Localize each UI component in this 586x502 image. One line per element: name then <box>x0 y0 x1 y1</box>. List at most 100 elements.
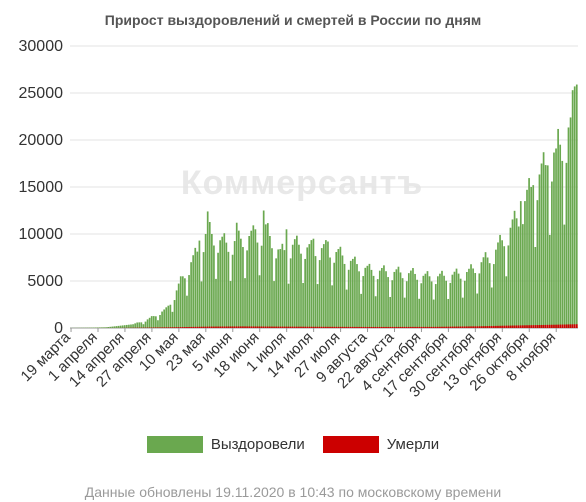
bar-deaths <box>300 326 302 328</box>
bar-deaths <box>511 325 514 328</box>
bar-recovered <box>109 326 112 328</box>
bar-recovered <box>254 229 257 328</box>
legend-label-deaths: Умерли <box>386 436 440 453</box>
bar-recovered <box>159 315 161 328</box>
legend: Выздоровели Умерли <box>0 436 586 453</box>
bar-recovered <box>430 281 433 328</box>
bar-deaths <box>542 324 545 328</box>
bar-recovered <box>310 240 313 328</box>
bar-deaths <box>466 326 468 328</box>
bar-recovered <box>281 243 284 328</box>
bar-deaths <box>196 326 199 328</box>
bar-deaths <box>515 325 518 328</box>
bar-deaths <box>544 324 547 328</box>
bar-recovered <box>298 244 300 328</box>
bar-deaths <box>472 326 474 328</box>
bar-recovered <box>410 270 412 328</box>
bar-deaths <box>175 327 178 328</box>
y-tick-label: 30000 <box>19 38 64 55</box>
bar-recovered <box>219 240 221 328</box>
bar-recovered <box>217 252 219 328</box>
bar-deaths <box>559 324 562 328</box>
bar-recovered <box>490 287 493 328</box>
bar-recovered <box>395 269 398 328</box>
bar-recovered <box>335 252 338 328</box>
bar-deaths <box>221 326 224 328</box>
bar-deaths <box>443 326 445 328</box>
bar-recovered <box>211 234 213 328</box>
bar-deaths <box>391 326 394 328</box>
bar-deaths <box>468 326 470 328</box>
bar-deaths <box>538 325 541 328</box>
bar-deaths <box>405 326 408 328</box>
update-footnote: Данные обновлены 19.11.2020 в 10:43 по м… <box>84 484 502 500</box>
bar-deaths <box>418 326 421 328</box>
bar-deaths <box>463 326 466 328</box>
bar-deaths <box>322 326 325 328</box>
bar-recovered <box>318 260 321 328</box>
bar-deaths <box>503 325 506 328</box>
bar-recovered <box>179 276 182 328</box>
bar-deaths <box>519 325 522 328</box>
bar-deaths <box>266 326 269 328</box>
bar-recovered <box>495 249 497 328</box>
bar-recovered <box>403 297 406 328</box>
bar-recovered <box>279 249 282 328</box>
bar-recovered <box>397 266 400 328</box>
bar-recovered <box>316 284 319 328</box>
bar-deaths <box>372 326 375 328</box>
bar-recovered <box>540 163 543 328</box>
bar-deaths <box>378 326 381 328</box>
bar-deaths <box>573 324 576 328</box>
bar-deaths <box>387 326 389 328</box>
bar-recovered <box>441 270 443 328</box>
bar-deaths <box>333 326 336 328</box>
y-tick-label: 15000 <box>19 179 64 196</box>
bar-recovered <box>96 327 99 328</box>
bar-deaths <box>157 327 159 328</box>
bar-deaths <box>495 325 497 328</box>
bar-recovered <box>206 211 209 328</box>
bar-recovered <box>472 268 474 328</box>
bar-recovered <box>161 311 163 328</box>
bar-recovered <box>418 298 421 328</box>
bar-deaths <box>335 326 338 328</box>
bar-deaths <box>181 327 184 328</box>
legend-swatch-deaths <box>322 436 379 453</box>
bar-recovered <box>285 229 288 328</box>
bar-deaths <box>517 325 520 328</box>
bar-recovered <box>343 263 346 328</box>
bar-deaths <box>553 324 555 328</box>
bar-deaths <box>393 326 396 328</box>
bar-recovered <box>103 327 105 328</box>
bar-recovered <box>173 300 176 328</box>
bar-deaths <box>370 326 373 328</box>
bar-recovered <box>532 185 535 328</box>
bar-deaths <box>354 326 356 328</box>
bar-recovered <box>132 324 134 328</box>
bar-recovered <box>345 289 348 328</box>
bar-recovered <box>204 234 207 328</box>
bar-recovered <box>546 165 549 328</box>
bar-deaths <box>385 326 387 328</box>
bar-deaths <box>575 324 578 328</box>
bar-recovered <box>478 273 481 328</box>
bar-recovered <box>184 278 186 328</box>
bar-deaths <box>235 326 238 328</box>
bar-deaths <box>287 326 290 328</box>
bar-deaths <box>546 324 549 328</box>
bar-deaths <box>248 326 251 328</box>
bar-deaths <box>476 326 479 328</box>
bar-deaths <box>237 326 240 328</box>
bar-deaths <box>316 326 319 328</box>
bar-deaths <box>439 326 441 328</box>
bar-deaths <box>445 326 447 328</box>
bar-recovered <box>376 279 379 328</box>
legend-item-deaths[interactable]: Умерли <box>322 436 440 453</box>
bar-recovered <box>213 245 215 328</box>
bar-recovered <box>399 272 402 328</box>
bar-recovered <box>202 252 205 328</box>
bar-recovered <box>304 258 306 328</box>
legend-item-recovered[interactable]: Выздоровели <box>146 436 305 453</box>
